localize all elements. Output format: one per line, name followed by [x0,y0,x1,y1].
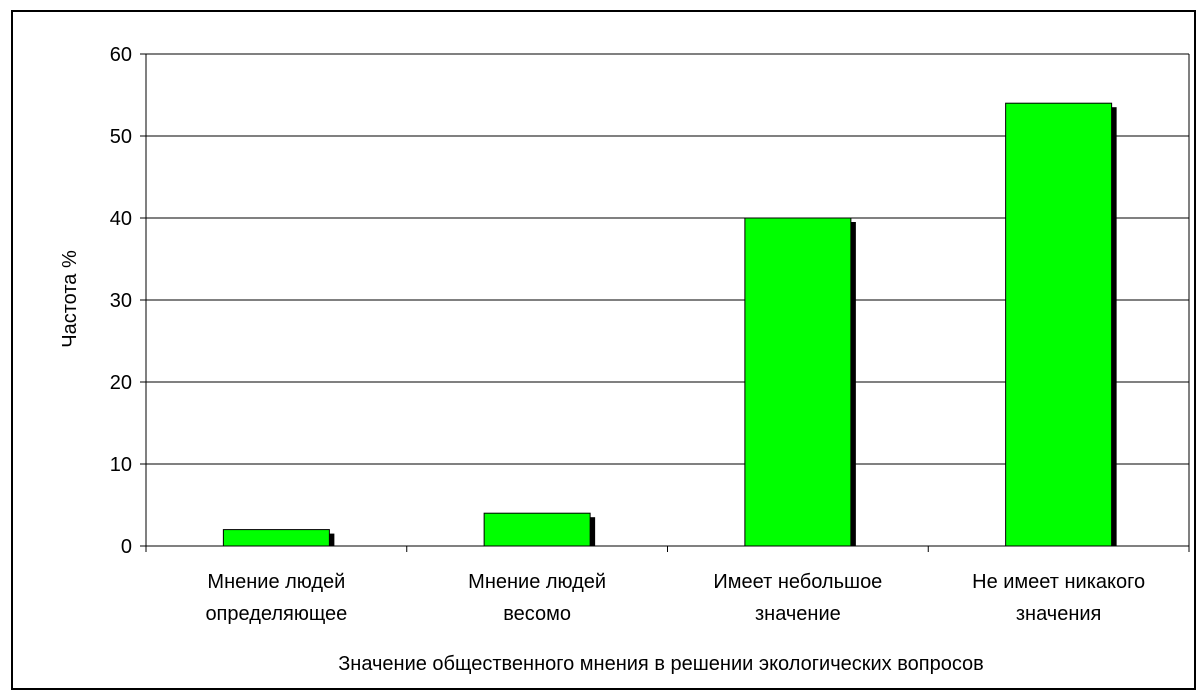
y-tick-label: 50 [110,126,132,148]
bar [222,529,330,547]
bar [744,217,852,547]
x-tick-label: Мнение людей [468,571,606,593]
y-tick-label: 10 [110,454,132,476]
y-tick-label: 30 [110,290,132,312]
bar [1005,102,1113,547]
x-tick-label: Не имеет никакого [972,571,1145,593]
x-tick-label: значение [755,603,841,625]
y-tick-label: 0 [121,536,132,558]
y-tick-label: 20 [110,372,132,394]
bars [222,102,1117,547]
y-axis-title: Частота % [59,250,81,348]
bar [483,512,591,547]
x-tick-label: Имеет небольшое [713,571,882,593]
y-tick-label: 40 [110,208,132,230]
x-axis-title: Значение общественного мнения в решении … [338,653,984,675]
labels: 0 10 20 30 40 50 60 Мнение людей определяющее Мне… [110,44,1145,625]
y-tick-label: 60 [110,44,132,66]
axes [140,53,1190,552]
x-tick-label: Мнение людей [207,571,345,593]
x-tick-label: весомо [503,603,571,625]
x-tick-label: значения [1016,603,1102,625]
chart-frame [11,10,1196,690]
x-tick-label: определяющее [205,603,347,625]
